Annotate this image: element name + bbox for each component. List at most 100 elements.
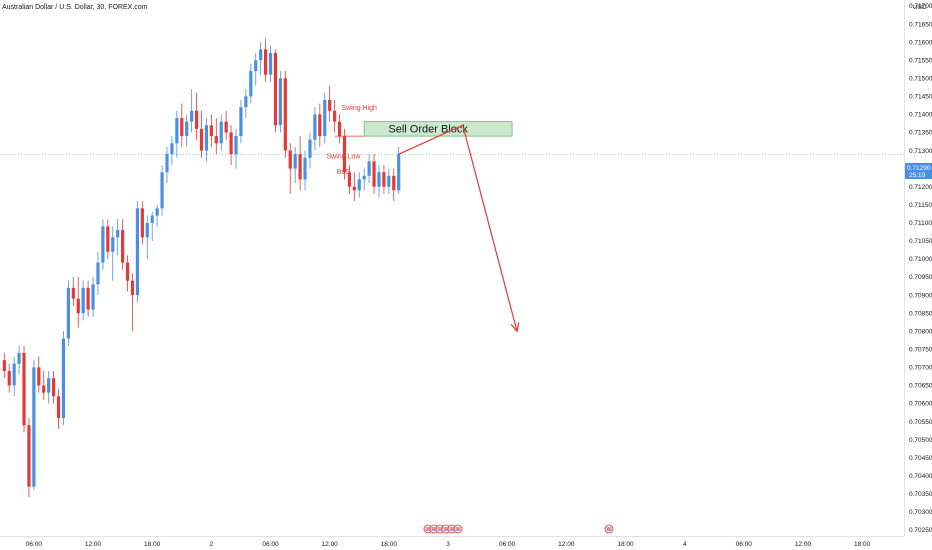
candle[interactable] <box>273 49 278 133</box>
candle[interactable] <box>382 165 386 194</box>
price-tick-label: 0.71300 <box>909 148 932 155</box>
candle[interactable] <box>140 201 144 245</box>
candle[interactable] <box>239 99 243 144</box>
candle[interactable] <box>278 71 282 133</box>
candle[interactable] <box>318 103 322 147</box>
candle[interactable] <box>56 389 61 429</box>
plot-area[interactable] <box>0 38 904 498</box>
candle[interactable] <box>219 114 223 151</box>
candle[interactable] <box>22 345 26 433</box>
candle[interactable] <box>347 165 351 194</box>
candle[interactable] <box>293 146 297 184</box>
candle[interactable] <box>61 331 66 426</box>
candle[interactable] <box>111 226 115 281</box>
candle[interactable] <box>337 114 342 144</box>
candle[interactable] <box>185 114 189 147</box>
candle[interactable] <box>121 219 125 270</box>
candle[interactable] <box>392 168 396 202</box>
candle[interactable] <box>303 150 307 191</box>
candle[interactable] <box>170 136 174 166</box>
candle[interactable] <box>160 165 164 216</box>
candle[interactable] <box>91 277 95 317</box>
candle[interactable] <box>155 204 159 227</box>
order-block-label: Sell Order Block <box>388 124 468 136</box>
candle[interactable] <box>234 128 238 169</box>
candle[interactable] <box>352 172 356 202</box>
candle[interactable] <box>328 85 332 122</box>
candle[interactable] <box>2 352 6 379</box>
candle-body <box>101 226 105 263</box>
event-flag-icon[interactable] <box>453 524 463 534</box>
candle[interactable] <box>135 201 140 303</box>
candle-body <box>337 121 342 137</box>
candle[interactable] <box>71 277 75 306</box>
candle[interactable] <box>32 360 36 491</box>
candle-body <box>372 161 376 187</box>
time-axis[interactable]: 06:00 12:00 18:00 2 06:00 12:00 18:00 3 06:00 12:… <box>26 541 871 548</box>
candle[interactable] <box>323 92 327 144</box>
candle[interactable] <box>194 92 199 140</box>
candle[interactable] <box>66 280 70 346</box>
candle[interactable] <box>204 118 209 162</box>
candle-body <box>347 172 351 187</box>
candle[interactable] <box>372 154 376 194</box>
candle[interactable] <box>209 114 213 147</box>
candle[interactable] <box>37 356 41 393</box>
candle[interactable] <box>367 154 371 184</box>
candle[interactable] <box>268 45 273 82</box>
candle[interactable] <box>362 168 366 191</box>
time-tick-label: 12:00 <box>795 541 812 548</box>
candle[interactable] <box>76 277 80 328</box>
candle[interactable] <box>12 356 16 397</box>
candle[interactable] <box>17 345 21 375</box>
candle[interactable] <box>190 89 194 133</box>
candle[interactable] <box>263 38 268 82</box>
candle[interactable] <box>288 143 292 194</box>
candle[interactable] <box>377 165 381 198</box>
sell-order-block[interactable]: Sell Order Block <box>363 121 513 137</box>
candle-body <box>293 154 297 169</box>
candle[interactable] <box>145 215 149 259</box>
candle[interactable] <box>150 211 154 241</box>
candle[interactable] <box>342 128 347 180</box>
candle[interactable] <box>259 42 263 75</box>
candle[interactable] <box>165 146 169 184</box>
candle[interactable] <box>42 370 46 400</box>
candle[interactable] <box>52 370 56 404</box>
candle[interactable] <box>254 52 258 86</box>
economic-events[interactable] <box>423 524 614 534</box>
candle[interactable] <box>106 219 110 259</box>
candle[interactable] <box>229 125 233 166</box>
candle[interactable] <box>7 363 11 393</box>
time-tick-label: 2 <box>210 541 214 548</box>
candle[interactable] <box>298 136 302 191</box>
candle[interactable] <box>81 280 85 321</box>
candle[interactable] <box>125 255 130 292</box>
candle[interactable] <box>116 219 120 256</box>
candle[interactable] <box>308 132 312 169</box>
candle[interactable] <box>313 107 317 151</box>
candle[interactable] <box>199 110 204 158</box>
candle[interactable] <box>397 146 401 194</box>
candle[interactable] <box>101 219 105 270</box>
candle[interactable] <box>357 172 361 198</box>
price-tick-label: 0.71550 <box>909 57 932 64</box>
event-flag-icon[interactable] <box>604 524 614 534</box>
candle[interactable] <box>387 168 391 194</box>
candle-body <box>268 52 273 75</box>
candle[interactable] <box>214 118 218 155</box>
candle[interactable] <box>244 89 248 119</box>
candle[interactable] <box>249 63 253 104</box>
candle[interactable] <box>96 251 100 296</box>
candle[interactable] <box>86 280 90 317</box>
candle[interactable] <box>47 370 51 404</box>
candle[interactable] <box>180 103 184 147</box>
candle[interactable] <box>175 110 179 158</box>
candle[interactable] <box>130 273 135 332</box>
candle[interactable] <box>283 71 287 158</box>
candle[interactable] <box>224 110 228 140</box>
candle[interactable] <box>333 99 337 133</box>
candle[interactable] <box>27 417 31 498</box>
